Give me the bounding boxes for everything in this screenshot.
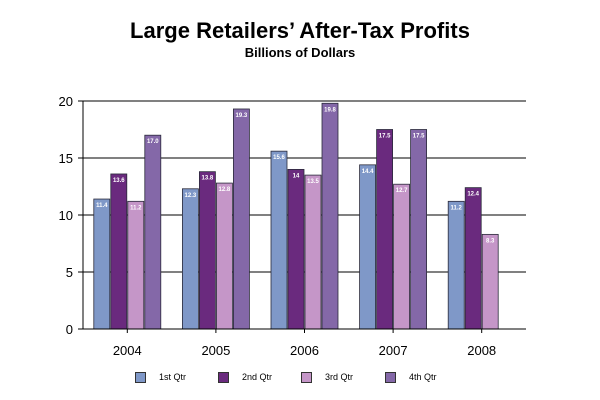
legend-label: 4th Qtr xyxy=(409,372,437,382)
data-label: 13.8 xyxy=(202,176,214,182)
data-label: 17.5 xyxy=(413,134,425,140)
chart-subtitle: Billions of Dollars xyxy=(244,45,356,60)
data-label: 19.3 xyxy=(236,113,248,119)
bar xyxy=(198,171,216,330)
data-label: 11.4 xyxy=(96,203,108,209)
legend-label: 1st Qtr xyxy=(159,372,187,382)
data-label: 12.7 xyxy=(396,188,408,194)
bar xyxy=(110,173,128,330)
bar xyxy=(447,200,465,330)
chart-title: Large Retailers’ After-Tax Profits xyxy=(130,18,470,43)
bar xyxy=(287,168,305,330)
bar xyxy=(181,188,199,330)
bar xyxy=(270,150,288,330)
data-label: 13.6 xyxy=(113,178,125,184)
x-tick-label: 2006 xyxy=(290,343,319,358)
bar xyxy=(481,233,499,330)
x-tick-label: 2005 xyxy=(201,343,230,358)
data-label: 14 xyxy=(293,173,300,179)
bar xyxy=(393,183,411,330)
data-label: 12.4 xyxy=(467,192,479,198)
bar xyxy=(376,129,394,330)
bar xyxy=(304,174,322,330)
data-label: 12.8 xyxy=(219,187,231,193)
legend-swatch xyxy=(135,372,146,383)
bar xyxy=(93,198,111,330)
x-tick-label: 2004 xyxy=(113,343,142,358)
data-label: 12.3 xyxy=(185,193,197,199)
y-tick-label: 10 xyxy=(59,208,73,223)
y-tick-label: 5 xyxy=(66,265,73,280)
legend-swatch xyxy=(301,372,312,383)
data-label: 19.8 xyxy=(324,107,336,113)
chart-legend: 1st Qtr 2nd Qtr 3rd Qtr 4th Qtr xyxy=(0,371,600,385)
data-label: 14.4 xyxy=(362,169,374,175)
y-tick-label: 0 xyxy=(66,322,73,337)
bar xyxy=(464,187,482,330)
data-label: 17.5 xyxy=(379,134,391,140)
data-label: 13.5 xyxy=(307,179,319,185)
legend-swatch xyxy=(385,372,396,383)
data-label: 11.2 xyxy=(130,205,142,211)
bar xyxy=(321,102,339,330)
legend-swatch xyxy=(218,372,229,383)
data-label: 8.3 xyxy=(486,238,495,244)
data-label: 11.2 xyxy=(451,205,463,211)
y-tick-label: 15 xyxy=(59,151,73,166)
bar xyxy=(232,108,250,330)
x-tick-label: 2008 xyxy=(467,343,496,358)
y-tick-label: 20 xyxy=(59,94,73,109)
bar xyxy=(359,164,377,330)
bar xyxy=(410,129,428,330)
bar xyxy=(215,182,233,330)
legend-label: 3rd Qtr xyxy=(325,372,354,382)
data-label: 15.6 xyxy=(273,155,285,161)
x-tick-label: 2007 xyxy=(379,343,408,358)
legend-label: 2nd Qtr xyxy=(242,372,273,382)
bar xyxy=(144,134,162,330)
bar xyxy=(127,200,145,330)
data-label: 17.0 xyxy=(147,139,159,145)
